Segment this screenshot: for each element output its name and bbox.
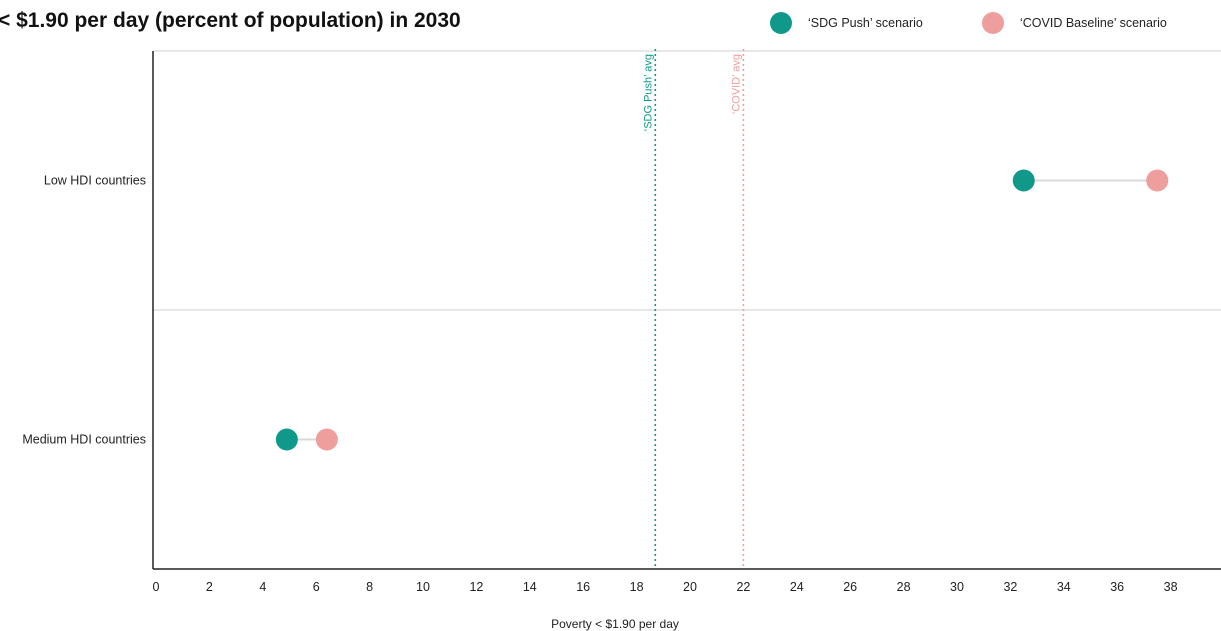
reference-line-label: ‘SDG Push’ avg xyxy=(642,54,654,131)
x-tick-label: 24 xyxy=(790,580,804,594)
x-tick-label: 16 xyxy=(576,580,590,594)
legend-marker-sdg xyxy=(770,12,792,34)
legend: ‘SDG Push’ scenario ‘COVID Baseline’ sce… xyxy=(0,12,1221,42)
x-tick-label: 38 xyxy=(1164,580,1178,594)
x-tick-label: 26 xyxy=(843,580,857,594)
reference-line-label: ‘COVID’ avg xyxy=(730,54,742,114)
x-tick-label: 32 xyxy=(1003,580,1017,594)
x-axis-label: Poverty < $1.90 per day xyxy=(551,617,679,631)
x-tick-label: 14 xyxy=(523,580,537,594)
x-tick-label: 6 xyxy=(313,580,320,594)
x-tick-label: 8 xyxy=(366,580,373,594)
x-tick-label: 20 xyxy=(683,580,697,594)
legend-item-sdg: ‘SDG Push’ scenario xyxy=(770,12,923,34)
data-point xyxy=(1146,169,1169,192)
data-point xyxy=(275,428,298,451)
x-tick-label: 22 xyxy=(736,580,750,594)
x-tick-label: 10 xyxy=(416,580,430,594)
data-point xyxy=(315,428,338,451)
category-label: Medium HDI countries xyxy=(22,433,146,447)
legend-marker-covid xyxy=(982,12,1004,34)
x-tick-label: 18 xyxy=(630,580,644,594)
x-tick-label: 0 xyxy=(153,580,160,594)
chart-title: < $1.90 per day (percent of population) … xyxy=(0,9,461,32)
x-tick-label: 34 xyxy=(1057,580,1071,594)
x-tick-label: 2 xyxy=(206,580,213,594)
x-tick-label: 30 xyxy=(950,580,964,594)
x-tick-label: 36 xyxy=(1110,580,1124,594)
legend-label-sdg: ‘SDG Push’ scenario xyxy=(808,16,923,30)
category-label: Low HDI countries xyxy=(44,174,146,188)
x-tick-label: 4 xyxy=(259,580,266,594)
data-point xyxy=(1012,169,1035,192)
legend-item-covid: ‘COVID Baseline’ scenario xyxy=(982,12,1167,34)
x-tick-label: 12 xyxy=(469,580,483,594)
legend-label-covid: ‘COVID Baseline’ scenario xyxy=(1020,16,1167,30)
x-tick-label: 28 xyxy=(897,580,911,594)
